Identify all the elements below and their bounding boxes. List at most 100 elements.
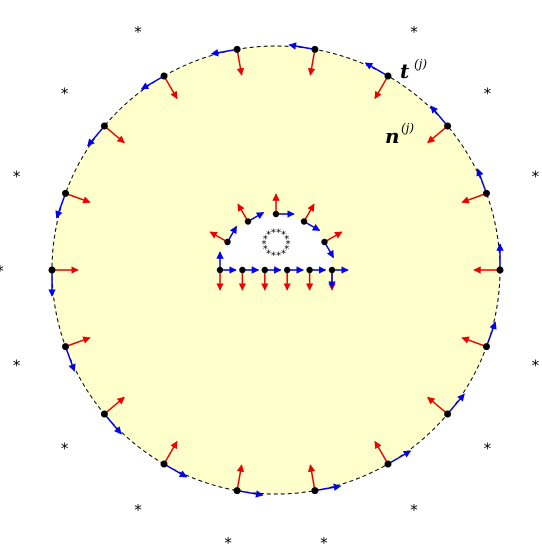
normal-label-symbol: n — [385, 124, 400, 148]
source-star-icon: * — [271, 227, 276, 238]
boundary-node — [311, 487, 319, 495]
source-star-icon: * — [13, 356, 21, 374]
source-star-icon: * — [61, 85, 69, 103]
source-star-icon: * — [263, 244, 268, 255]
internal-source-points: ********** * * ** — [262, 227, 291, 261]
boundary-node — [233, 487, 241, 495]
tangent-arrow — [485, 321, 497, 347]
normal-arrow — [461, 192, 487, 204]
boundary-node — [62, 343, 70, 351]
normal-arrow — [103, 125, 125, 144]
boundary-node — [384, 460, 392, 468]
boundary-node — [239, 266, 246, 274]
boundary-node — [160, 72, 168, 80]
source-star-icon: * — [286, 239, 291, 250]
source-star-icon: * — [134, 23, 142, 41]
boundary-node — [444, 122, 452, 130]
boundary-node — [444, 410, 452, 418]
source-star-icon: * — [532, 168, 540, 186]
tangent-arrow — [103, 413, 122, 435]
source-star-icon: * — [276, 227, 281, 238]
source-star-icon: * — [284, 244, 289, 255]
boundary-node — [244, 218, 252, 225]
tangent-label: t (j) — [400, 57, 427, 83]
normal-arrow — [163, 440, 178, 465]
normal-label: n (j) — [385, 121, 414, 148]
source-star-icon: * — [263, 234, 268, 245]
tangent-label-symbol: t — [400, 59, 410, 83]
boundary-node — [224, 238, 231, 246]
normal-arrow — [427, 396, 449, 415]
outer-boundary-nodes — [48, 45, 504, 495]
normal-arrow — [103, 396, 125, 415]
normal-arrow — [163, 75, 178, 100]
source-star-icon: * — [0, 262, 4, 280]
boundary-node — [321, 238, 328, 246]
normal-label-superscript: (j) — [401, 121, 414, 135]
normal-arrow — [65, 192, 91, 204]
boundary-node — [311, 45, 319, 53]
tangent-label-superscript: (j) — [414, 57, 427, 71]
source-star-icon: * — [410, 23, 418, 41]
inner-boundary-nodes — [216, 210, 336, 274]
source-star-icon: * — [281, 248, 286, 259]
normal-arrow — [307, 464, 316, 491]
boundary-node — [272, 210, 280, 218]
source-star-icon: * — [13, 168, 21, 186]
tangent-arrow — [387, 450, 412, 465]
source-star-icon: * — [276, 251, 281, 262]
tangent-arrow — [430, 105, 449, 127]
source-star-icon: * — [266, 230, 271, 241]
source-star-icon: * — [484, 85, 492, 103]
boundary-node — [328, 266, 336, 274]
inner-half-disk — [220, 214, 332, 270]
normal-arrow — [324, 231, 343, 243]
boundary-node — [160, 460, 168, 468]
boundary-node — [261, 266, 268, 274]
source-star-icon: * — [320, 534, 328, 546]
source-star-icon: * — [262, 239, 267, 250]
source-star-icon: * — [266, 248, 271, 259]
tangent-arrow — [140, 75, 165, 90]
source-star-icon: * — [61, 439, 69, 457]
source-star-icon: * — [281, 230, 286, 241]
boundary-node — [300, 218, 308, 225]
source-star-icon: * — [271, 251, 276, 262]
tangent-arrow — [87, 125, 105, 147]
normal-arrow — [209, 231, 228, 243]
normal-arrow — [374, 440, 389, 465]
tangent-arrow — [210, 48, 238, 57]
normal-arrow — [374, 75, 389, 100]
boundary-node — [482, 189, 490, 197]
normal-arrow — [307, 49, 316, 76]
source-star-icon: * — [484, 439, 492, 457]
source-star-icon: * — [320, 0, 328, 8]
boundary-node — [482, 343, 490, 351]
tangent-arrow — [447, 393, 465, 415]
boundary-node — [100, 122, 108, 130]
boundary-node — [216, 266, 224, 274]
tangent-arrow — [236, 489, 264, 498]
boundary-node — [384, 72, 392, 80]
boundary-node — [233, 45, 241, 53]
tangent-arrow — [55, 193, 67, 219]
boundary-node — [48, 266, 56, 274]
tangent-arrow — [476, 168, 488, 194]
normal-arrow — [303, 203, 315, 222]
normal-arrow — [236, 464, 245, 491]
source-star-icon: * — [224, 0, 232, 8]
normal-arrow — [461, 336, 487, 348]
boundary-node — [284, 266, 291, 274]
boundary-node — [496, 266, 504, 274]
tangent-arrow — [64, 346, 76, 372]
normal-arrow — [427, 125, 449, 144]
tangent-arrow — [288, 42, 316, 51]
normal-arrow — [236, 49, 245, 76]
boundary-node — [62, 189, 70, 197]
source-star-icon: * — [532, 356, 540, 374]
tangent-arrow — [163, 463, 188, 478]
tangent-arrow — [364, 62, 389, 77]
source-star-icon: * — [284, 234, 289, 245]
